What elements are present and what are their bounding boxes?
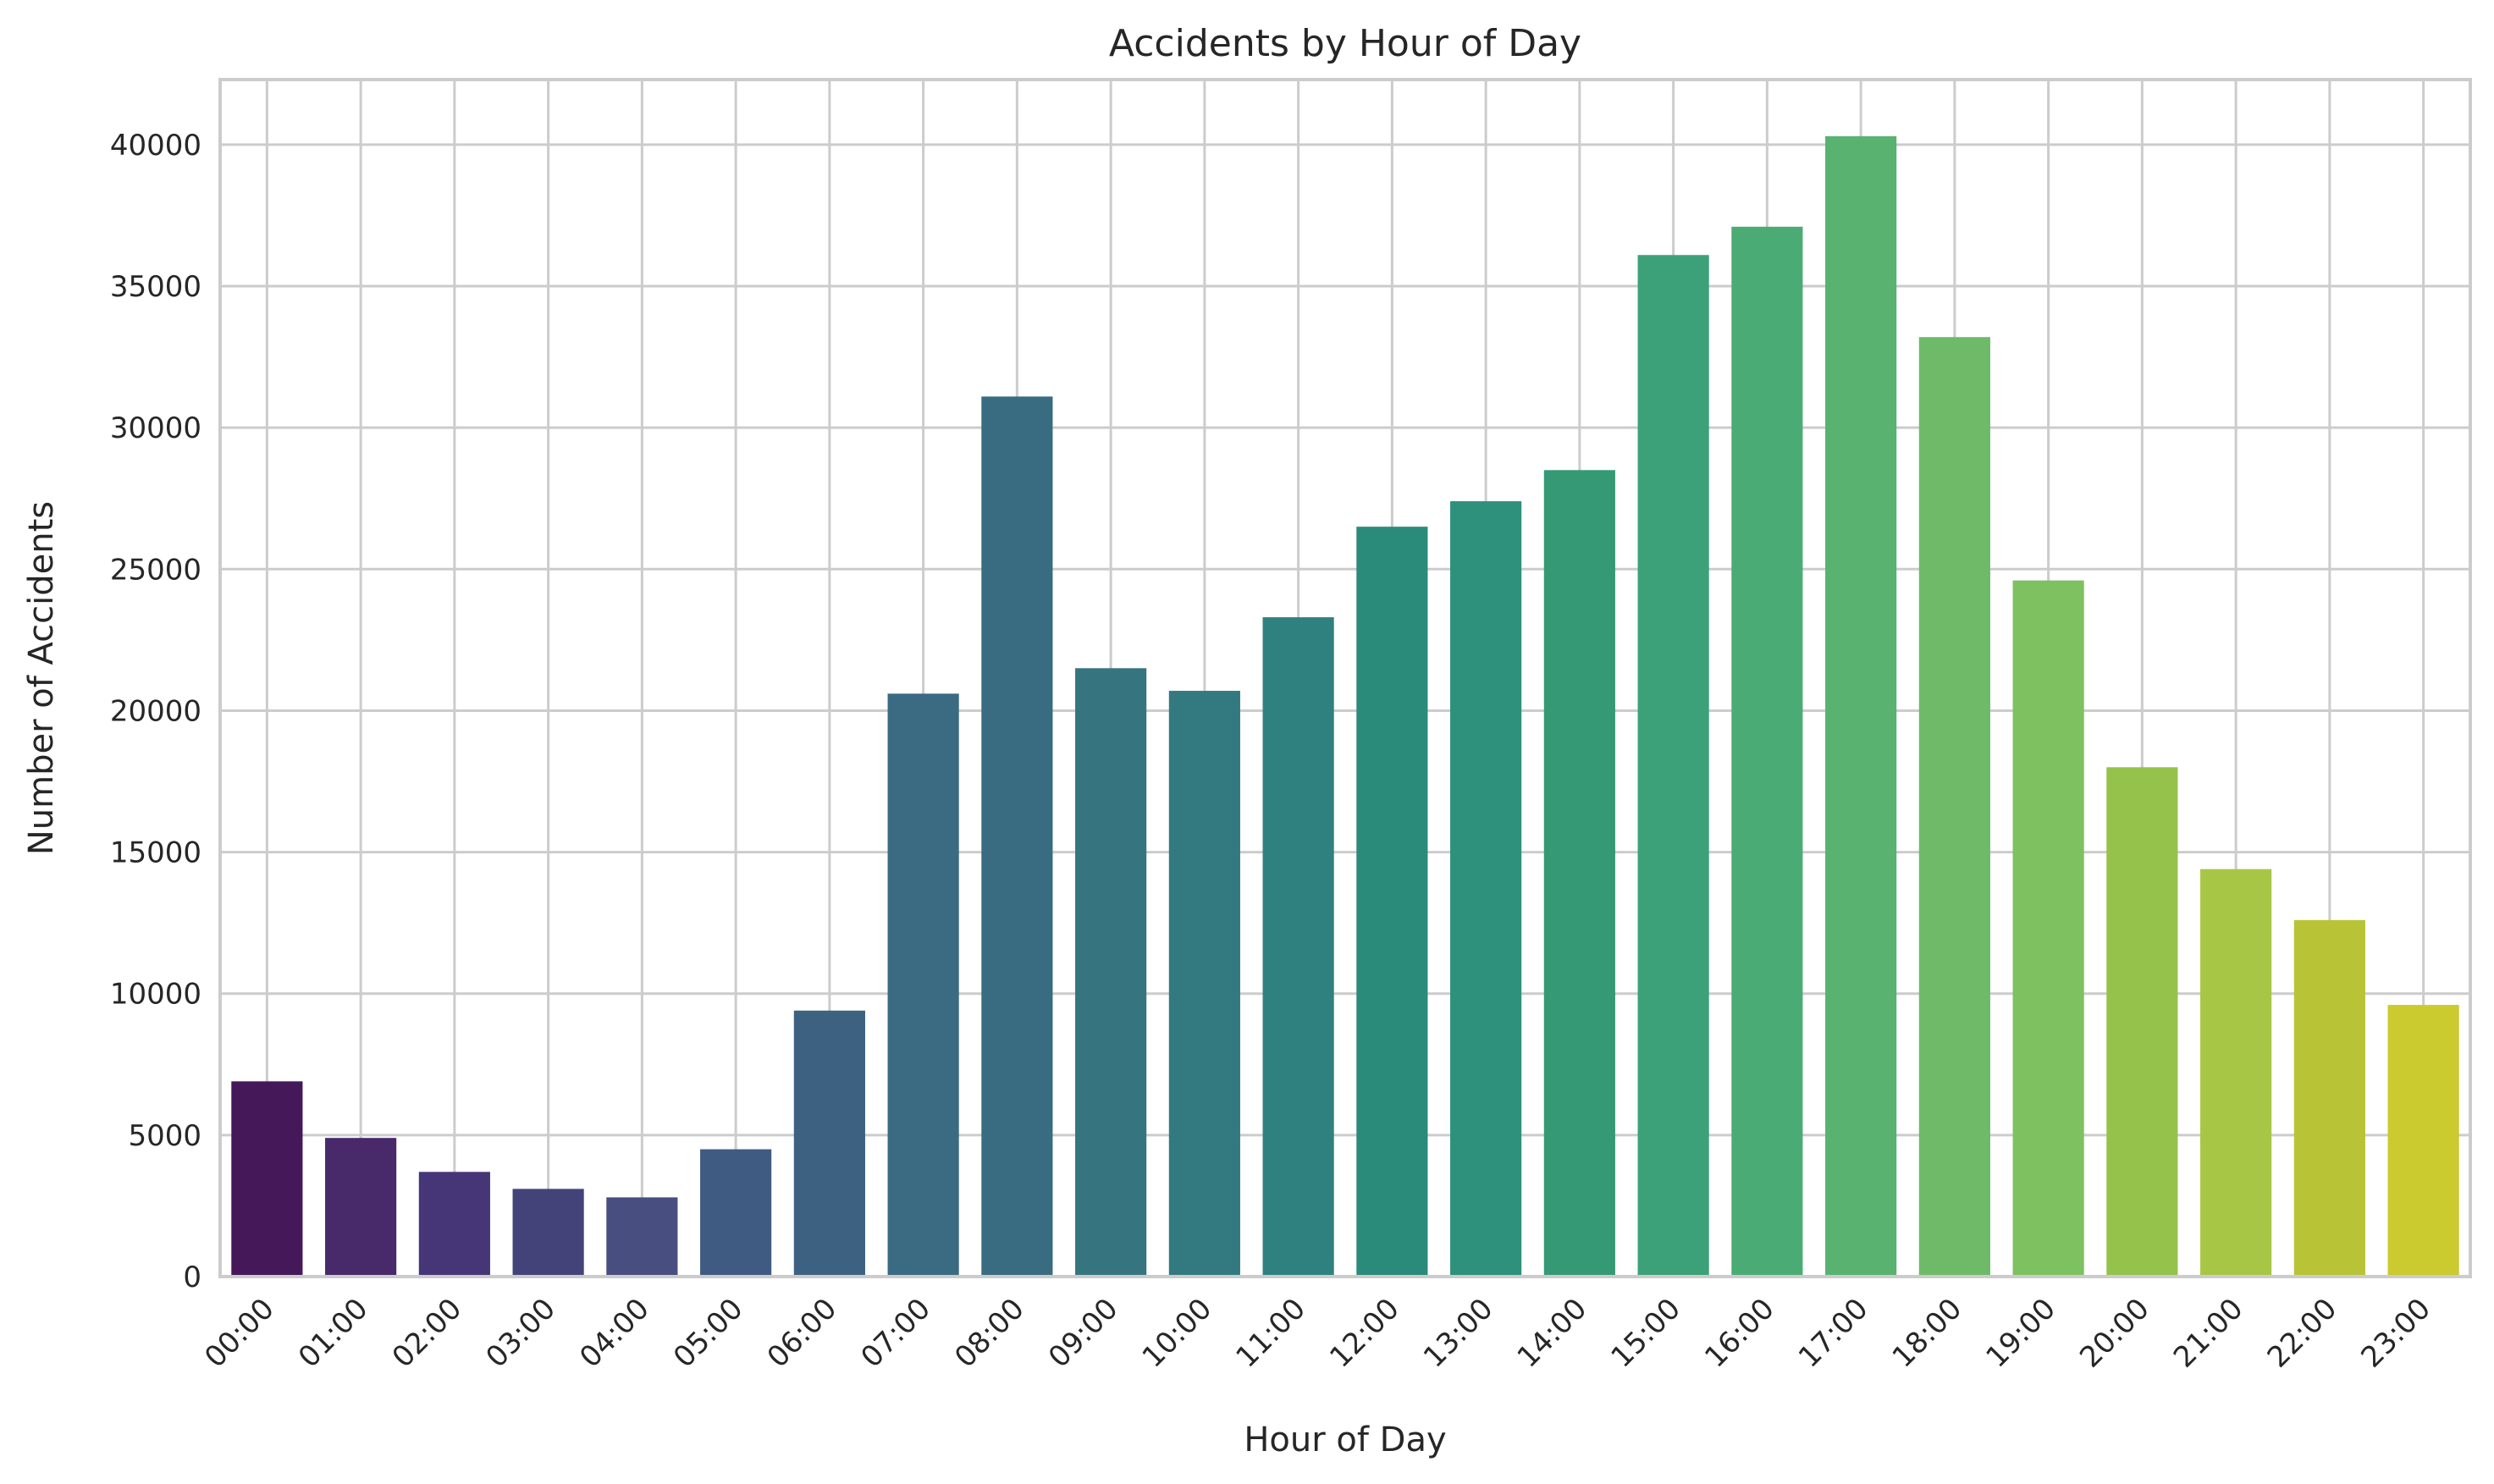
x-tick-label: 05:00 <box>667 1292 750 1375</box>
bar-0900 <box>1075 668 1147 1277</box>
x-tick-label: 07:00 <box>854 1292 937 1375</box>
x-tick-label: 00:00 <box>198 1292 281 1375</box>
x-tick-label: 23:00 <box>2354 1292 2437 1375</box>
bar-2200 <box>2293 919 2365 1277</box>
bar-1800 <box>1918 337 1990 1277</box>
bar-2000 <box>2106 767 2178 1277</box>
bar-1000 <box>1168 691 1240 1277</box>
x-tick-label: 16:00 <box>1698 1292 1781 1375</box>
x-tick-label: 04:00 <box>573 1292 656 1375</box>
x-axis-label: Hour of Day <box>1244 1421 1446 1459</box>
bars <box>231 135 2459 1277</box>
x-tick-label: 17:00 <box>1792 1292 1875 1375</box>
x-tick-labels: 00:00 01:00 02:00 03:00 04:00 05:00 06:00 07:00… <box>198 1292 2437 1375</box>
x-tick-label: 02:00 <box>386 1292 469 1375</box>
x-tick-label: 13:00 <box>1417 1292 1500 1375</box>
bar-1600 <box>1731 226 1803 1277</box>
x-tick-label: 18:00 <box>1886 1292 1969 1375</box>
x-tick-label: 10:00 <box>1136 1292 1219 1375</box>
x-tick-label: 12:00 <box>1323 1292 1406 1375</box>
bar-1100 <box>1262 617 1334 1277</box>
y-tick-label: 25000 <box>110 553 201 587</box>
plot-frame <box>218 78 2472 1278</box>
bar-0400 <box>606 1197 678 1277</box>
x-tick-label: 01:00 <box>292 1292 375 1375</box>
x-tick-label: 19:00 <box>1979 1292 2062 1375</box>
x-tick-label: 09:00 <box>1042 1292 1125 1375</box>
y-tick-label: 20000 <box>110 694 201 728</box>
bar-0700 <box>887 693 959 1277</box>
x-tick-label: 21:00 <box>2167 1292 2250 1375</box>
x-tick-label: 20:00 <box>2073 1292 2156 1375</box>
y-tick-label: 15000 <box>110 836 201 870</box>
x-tick-label: 08:00 <box>948 1292 1031 1375</box>
x-tick-label: 11:00 <box>1229 1292 1312 1375</box>
bar-0100 <box>325 1138 397 1277</box>
bar-1400 <box>1543 470 1615 1277</box>
bar-2100 <box>2200 869 2272 1277</box>
y-axis-label: Number of Accidents <box>22 501 61 855</box>
bar-0200 <box>418 1172 490 1277</box>
bar-1200 <box>1356 527 1428 1277</box>
x-tick-label: 15:00 <box>1604 1292 1687 1375</box>
bar-1700 <box>1825 135 1897 1277</box>
chart-title: Accidents by Hour of Day <box>1109 22 1581 65</box>
bar-1300 <box>1450 501 1522 1277</box>
x-tick-label: 22:00 <box>2261 1292 2344 1375</box>
y-tick-label: 0 <box>183 1261 201 1294</box>
y-tick-label: 35000 <box>110 270 201 304</box>
bar-0300 <box>512 1189 584 1277</box>
y-tick-labels: 0 5000 10000 15000 20000 25000 30000 35000 40000 <box>110 129 201 1294</box>
bar-1500 <box>1637 255 1709 1277</box>
bar-0000 <box>231 1081 303 1277</box>
y-tick-label: 5000 <box>128 1119 201 1153</box>
y-tick-label: 30000 <box>110 411 201 445</box>
bar-1900 <box>2012 580 2084 1277</box>
bar-0800 <box>981 396 1053 1277</box>
x-tick-label: 03:00 <box>479 1292 562 1375</box>
x-tick-label: 14:00 <box>1511 1292 1594 1375</box>
bar-0500 <box>700 1149 772 1277</box>
x-tick-label: 06:00 <box>761 1292 844 1375</box>
bar-2300 <box>2387 1005 2459 1277</box>
bar-0600 <box>793 1010 865 1277</box>
y-tick-label: 40000 <box>110 129 201 163</box>
y-tick-label: 10000 <box>110 978 201 1012</box>
